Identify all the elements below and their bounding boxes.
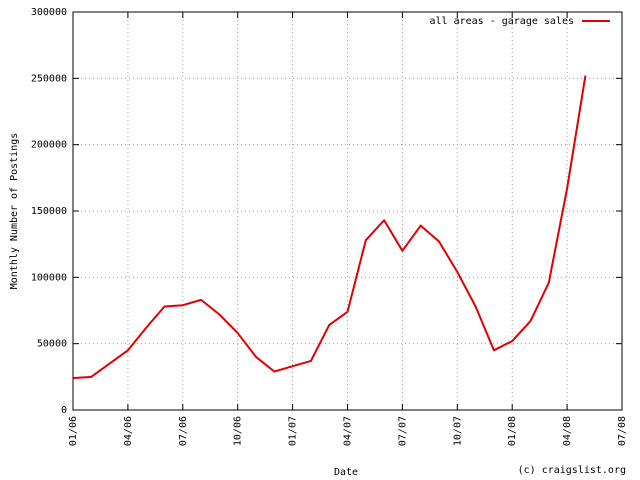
- y-tick-label: 0: [61, 405, 67, 416]
- x-tick-label: 07/06: [178, 416, 189, 446]
- annotation: (c) craigslist.org: [518, 465, 626, 476]
- x-tick-label: 04/08: [562, 416, 573, 446]
- y-tick-label: 50000: [37, 339, 67, 350]
- y-axis-label: Monthly Number of Postings: [9, 133, 20, 290]
- x-tick-label: 01/08: [507, 416, 518, 446]
- y-tick-label: 200000: [31, 140, 67, 151]
- x-tick-label: 01/07: [288, 416, 299, 446]
- x-tick-label: 04/07: [343, 416, 354, 446]
- x-tick-label: 04/06: [123, 416, 134, 446]
- x-tick-label: 10/07: [452, 416, 463, 446]
- x-tick-label: 07/08: [617, 416, 628, 446]
- x-axis-label: Date: [334, 467, 358, 478]
- y-tick-label: 250000: [31, 73, 67, 84]
- y-tick-label: 300000: [31, 7, 67, 18]
- x-tick-label: 07/07: [397, 416, 408, 446]
- x-tick-label: 01/06: [68, 416, 79, 446]
- data-line: [72, 75, 587, 380]
- y-tick-label: 150000: [31, 206, 67, 217]
- y-tick-label: 100000: [31, 272, 67, 283]
- x-tick-label: 10/06: [233, 416, 244, 446]
- plot-border: [72, 11, 623, 411]
- legend-label: all areas - garage sales: [430, 16, 575, 27]
